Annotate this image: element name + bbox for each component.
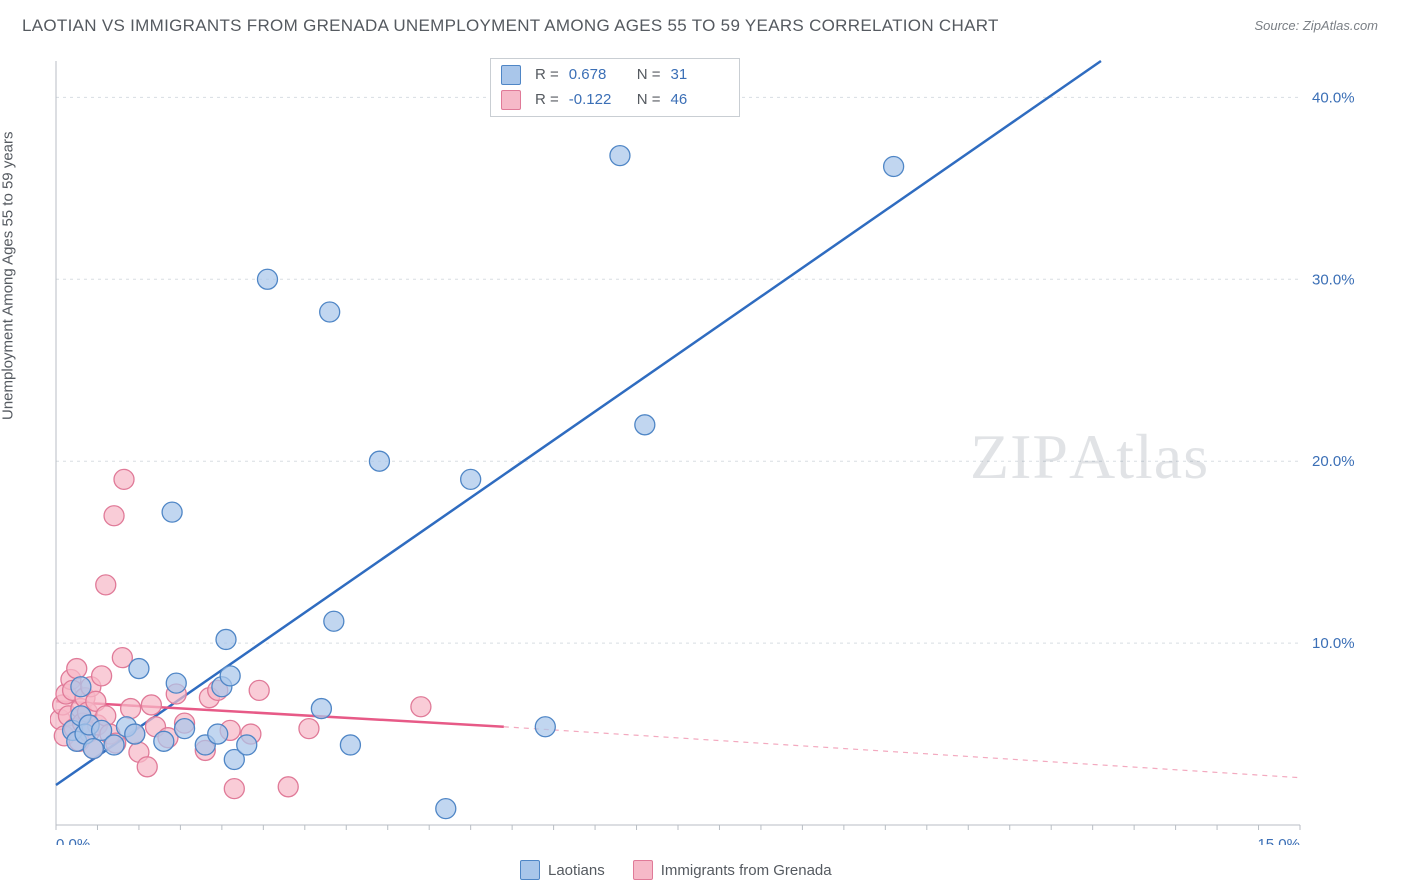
data-point-laotians	[71, 677, 91, 697]
y-axis-label: Unemployment Among Ages 55 to 59 years	[0, 131, 17, 420]
data-point-laotians	[324, 611, 344, 631]
y-tick-label: 40.0%	[1312, 89, 1355, 106]
source-credit: Source: ZipAtlas.com	[1254, 18, 1378, 33]
data-point-laotians	[461, 469, 481, 489]
chart-area: 0.0% 15.0% 10.0% 20.0% 30.0% 40.0%	[50, 55, 1360, 845]
data-point-laotians	[635, 415, 655, 435]
data-point-laotians	[436, 799, 456, 819]
legend-label: Laotians	[548, 862, 605, 879]
trendline-laotians	[56, 61, 1101, 785]
data-point-laotians	[216, 629, 236, 649]
data-point-laotians	[129, 659, 149, 679]
data-point-grenada	[67, 659, 87, 679]
data-point-grenada	[299, 719, 319, 739]
data-point-grenada	[92, 666, 112, 686]
y-tick-label: 30.0%	[1312, 271, 1355, 288]
swatch-blue-icon	[520, 860, 540, 880]
data-point-grenada	[411, 697, 431, 717]
data-point-laotians	[125, 724, 145, 744]
stats-row-grenada: R = -0.122 N = 46	[491, 88, 739, 113]
stats-row-laotians: R = 0.678 N = 31	[491, 63, 739, 88]
data-point-laotians	[104, 735, 124, 755]
legend: Laotians Immigrants from Grenada	[520, 860, 832, 880]
n-label: N =	[637, 89, 661, 112]
swatch-blue-icon	[501, 65, 521, 85]
n-label: N =	[637, 64, 661, 87]
data-point-grenada	[104, 506, 124, 526]
data-point-laotians	[220, 666, 240, 686]
data-point-laotians	[535, 717, 555, 737]
data-point-laotians	[610, 146, 630, 166]
data-point-laotians	[166, 673, 186, 693]
swatch-pink-icon	[633, 860, 653, 880]
legend-item-laotians: Laotians	[520, 860, 605, 880]
data-point-laotians	[83, 739, 103, 759]
data-point-grenada	[114, 469, 134, 489]
r-label: R =	[535, 89, 559, 112]
data-point-laotians	[311, 699, 331, 719]
scatter-chart: 0.0% 15.0% 10.0% 20.0% 30.0% 40.0%	[50, 55, 1360, 845]
trendline-grenada-extrapolated	[504, 727, 1300, 778]
data-point-grenada	[224, 779, 244, 799]
correlation-stats-box: R = 0.678 N = 31 R = -0.122 N = 46	[490, 58, 740, 117]
chart-title: LAOTIAN VS IMMIGRANTS FROM GRENADA UNEMP…	[22, 16, 999, 36]
n-value: 31	[671, 64, 725, 87]
legend-label: Immigrants from Grenada	[661, 862, 832, 879]
r-label: R =	[535, 64, 559, 87]
data-point-laotians	[320, 302, 340, 322]
swatch-pink-icon	[501, 90, 521, 110]
data-point-grenada	[121, 699, 141, 719]
data-point-grenada	[137, 757, 157, 777]
data-point-grenada	[278, 777, 298, 797]
data-point-grenada	[141, 695, 161, 715]
data-point-laotians	[369, 451, 389, 471]
y-tick-label: 10.0%	[1312, 635, 1355, 652]
data-point-laotians	[257, 269, 277, 289]
data-point-laotians	[884, 157, 904, 177]
data-point-laotians	[237, 735, 257, 755]
data-point-laotians	[154, 731, 174, 751]
data-point-grenada	[249, 680, 269, 700]
n-value: 46	[671, 89, 725, 112]
data-point-laotians	[340, 735, 360, 755]
y-tick-label: 20.0%	[1312, 453, 1355, 470]
x-tick-label: 0.0%	[56, 836, 90, 845]
x-tick-label: 15.0%	[1257, 836, 1300, 845]
r-value: -0.122	[569, 89, 623, 112]
data-point-laotians	[208, 724, 228, 744]
data-point-laotians	[175, 719, 195, 739]
data-point-laotians	[162, 502, 182, 522]
r-value: 0.678	[569, 64, 623, 87]
legend-item-grenada: Immigrants from Grenada	[633, 860, 832, 880]
data-point-grenada	[96, 575, 116, 595]
